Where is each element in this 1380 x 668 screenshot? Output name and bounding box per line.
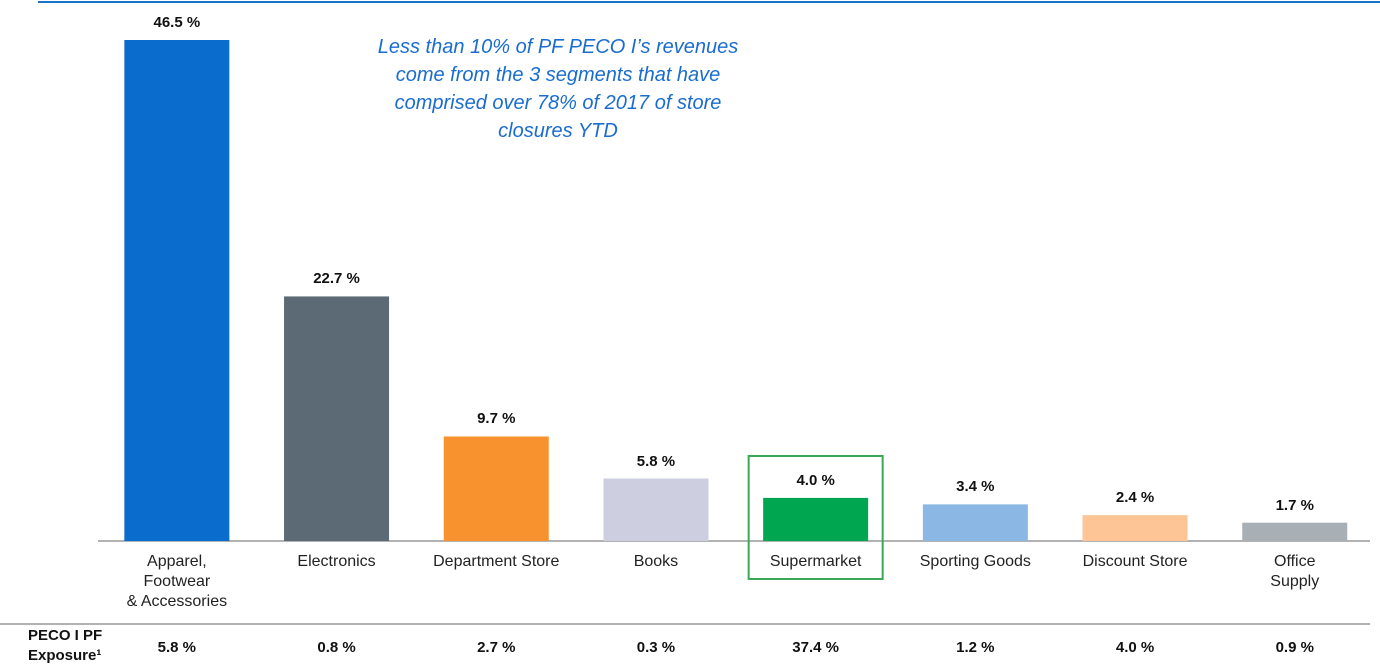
x-tick-label: Apparel, Footwear & Accessories bbox=[126, 553, 228, 610]
value-label: 4.0 % bbox=[796, 471, 835, 489]
x-tick-label: Supermarket bbox=[769, 553, 862, 570]
x-tick-label: Electronics bbox=[297, 553, 376, 570]
exposure-value: 2.7 % bbox=[477, 639, 516, 656]
annotation: Less than 10% of PF PECO I’s revenues co… bbox=[377, 36, 739, 142]
value-label: 5.8 % bbox=[636, 452, 676, 470]
value-label: 1.7 % bbox=[1275, 496, 1314, 514]
x-tick-label: Department Store bbox=[433, 553, 560, 570]
x-tick-label: Discount Store bbox=[1082, 553, 1188, 570]
value-label: 2.4 % bbox=[1115, 489, 1155, 507]
bar bbox=[1082, 515, 1188, 541]
bar bbox=[1242, 522, 1348, 541]
exposure-value: 4.0 % bbox=[1115, 639, 1155, 656]
highlight-box bbox=[747, 455, 884, 580]
bar bbox=[922, 504, 1028, 541]
bar bbox=[124, 40, 230, 541]
exposure-label: PECO I PF Exposure¹ bbox=[28, 627, 103, 664]
exposure-value: 5.8 % bbox=[157, 639, 197, 656]
exposure-value: 0.3 % bbox=[636, 639, 676, 656]
value-label: 22.7 % bbox=[313, 270, 360, 288]
value-label: 3.4 % bbox=[956, 478, 995, 496]
x-tick-label: Books bbox=[633, 553, 679, 570]
bar bbox=[284, 296, 390, 541]
value-label: 9.7 % bbox=[477, 410, 516, 428]
exposure-value: 37.4 % bbox=[792, 639, 839, 656]
bar bbox=[603, 478, 709, 541]
x-tick-label: Office Supply bbox=[1270, 553, 1320, 590]
exposure-value: 0.9 % bbox=[1275, 639, 1314, 656]
x-tick-label: Sporting Goods bbox=[919, 553, 1031, 570]
exposure-value: 0.8 % bbox=[317, 639, 356, 656]
bar bbox=[443, 436, 549, 541]
value-label: 46.5 % bbox=[153, 14, 201, 31]
bar bbox=[763, 497, 869, 541]
exposure-value: 1.2 % bbox=[956, 639, 995, 656]
